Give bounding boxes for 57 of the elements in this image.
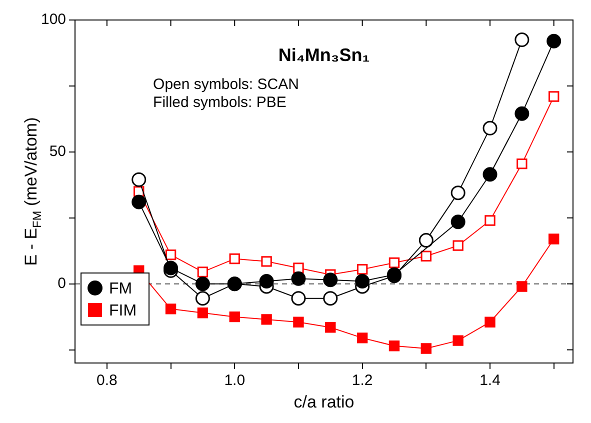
point: [259, 274, 274, 288]
point: [195, 276, 210, 292]
point: [197, 308, 208, 318]
x-tick-label: 0.8: [96, 372, 118, 390]
y-tick-label: 0: [58, 274, 66, 292]
point: [482, 167, 498, 182]
point: [261, 256, 272, 267]
legend-label: FIM: [109, 302, 137, 320]
point: [293, 316, 304, 328]
point: [514, 106, 530, 121]
point: [452, 335, 464, 346]
x-tick-label: 1.4: [480, 372, 500, 390]
point: [356, 332, 368, 344]
point: [548, 91, 560, 102]
point: [165, 249, 176, 260]
y-tick-label: 100: [40, 11, 66, 28]
point: [418, 233, 434, 248]
point: [516, 281, 528, 292]
text: Ni₄Mn₃Sn₁: [278, 44, 370, 65]
point: [420, 250, 432, 262]
point: [132, 172, 146, 187]
point: [291, 271, 306, 286]
point: [450, 214, 466, 230]
point: [165, 304, 176, 314]
annotation: Filled symbols: PBE: [153, 94, 286, 112]
point: [261, 314, 272, 325]
x-axis-title: c/a ratio: [294, 392, 354, 412]
point: [323, 291, 338, 306]
point: [293, 262, 304, 274]
point: [484, 316, 496, 328]
point: [548, 234, 560, 244]
x-tick-label: 1.2: [352, 372, 373, 390]
point: [452, 240, 464, 251]
point: [197, 266, 208, 278]
point: [356, 264, 368, 275]
point: [514, 32, 530, 48]
point: [546, 34, 562, 48]
point: [450, 186, 466, 200]
legend-label: FM: [109, 280, 132, 298]
point: [355, 274, 370, 288]
point: [229, 311, 240, 322]
point: [325, 322, 336, 333]
point: [323, 272, 338, 288]
annotation: Open symbols: SCAN: [153, 76, 299, 94]
y-axis-title: E - EFM (meV/atom): [22, 117, 44, 266]
x-tick-label: 1.0: [224, 372, 246, 390]
point: [388, 340, 400, 352]
point: [482, 120, 498, 136]
point: [132, 194, 146, 210]
y-tick-label: 50: [49, 143, 66, 160]
point: [388, 257, 400, 268]
point: [291, 291, 306, 306]
point: [195, 291, 210, 306]
point: [516, 158, 528, 170]
point: [420, 343, 432, 354]
point: [229, 253, 240, 264]
point: [484, 215, 496, 226]
